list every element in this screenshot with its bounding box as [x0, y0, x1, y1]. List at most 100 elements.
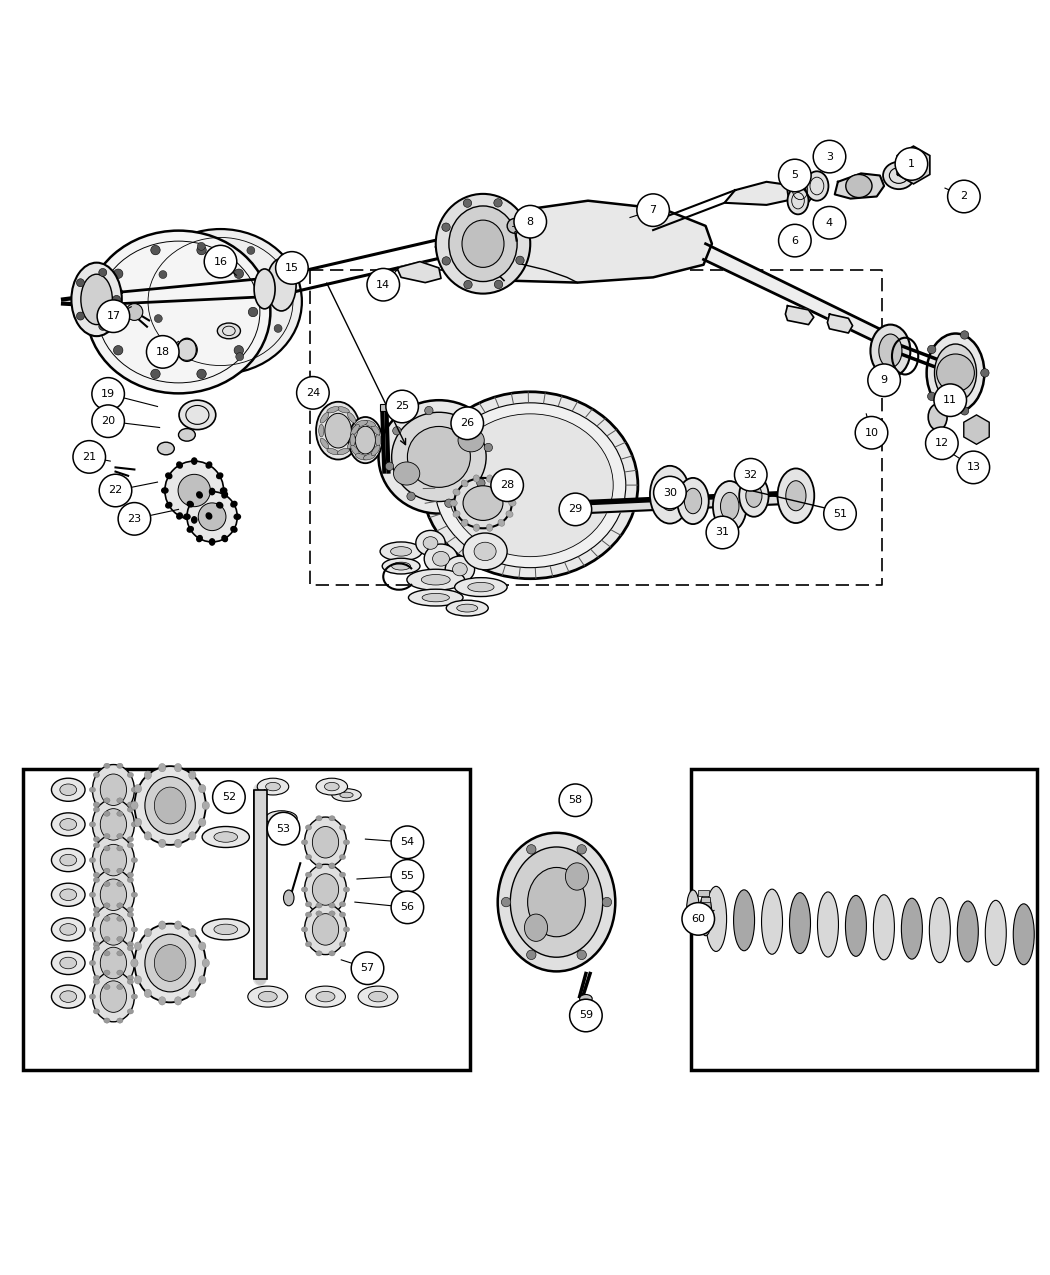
Circle shape — [77, 312, 84, 320]
Ellipse shape — [304, 864, 347, 914]
Ellipse shape — [81, 274, 112, 325]
Circle shape — [368, 269, 399, 301]
Circle shape — [393, 427, 401, 435]
Ellipse shape — [117, 984, 123, 989]
Ellipse shape — [316, 863, 322, 868]
Ellipse shape — [117, 917, 123, 922]
Ellipse shape — [101, 844, 127, 876]
Ellipse shape — [316, 778, 348, 796]
Ellipse shape — [89, 822, 96, 827]
Ellipse shape — [144, 831, 151, 840]
Ellipse shape — [524, 914, 547, 941]
Text: 7: 7 — [650, 205, 656, 215]
Ellipse shape — [93, 979, 100, 984]
Text: 31: 31 — [715, 528, 730, 538]
Circle shape — [706, 516, 738, 548]
Ellipse shape — [462, 221, 504, 268]
Ellipse shape — [222, 536, 228, 542]
Ellipse shape — [104, 917, 110, 922]
Ellipse shape — [329, 951, 335, 956]
Ellipse shape — [60, 784, 77, 796]
Ellipse shape — [372, 425, 380, 435]
Ellipse shape — [316, 816, 322, 821]
Bar — [691, 769, 1037, 1070]
Ellipse shape — [174, 839, 182, 848]
Ellipse shape — [60, 854, 77, 866]
Ellipse shape — [92, 870, 134, 921]
Circle shape — [99, 474, 132, 506]
Circle shape — [491, 469, 523, 501]
Circle shape — [275, 251, 309, 284]
Circle shape — [779, 224, 811, 256]
Ellipse shape — [351, 425, 359, 435]
Text: 4: 4 — [826, 218, 833, 228]
Ellipse shape — [422, 391, 638, 579]
Ellipse shape — [131, 858, 138, 863]
Bar — [701, 896, 710, 903]
Ellipse shape — [127, 946, 133, 951]
Ellipse shape — [468, 583, 495, 592]
Circle shape — [113, 346, 123, 354]
Ellipse shape — [337, 407, 350, 413]
Circle shape — [779, 159, 811, 191]
Ellipse shape — [340, 792, 353, 798]
Ellipse shape — [761, 889, 782, 954]
Ellipse shape — [178, 428, 195, 441]
Ellipse shape — [985, 900, 1006, 965]
Circle shape — [385, 462, 394, 470]
Ellipse shape — [498, 479, 505, 487]
Ellipse shape — [958, 901, 979, 961]
Ellipse shape — [805, 171, 828, 200]
Ellipse shape — [458, 428, 484, 451]
Ellipse shape — [189, 928, 196, 937]
Ellipse shape — [145, 776, 195, 834]
Circle shape — [495, 280, 503, 288]
Text: 54: 54 — [400, 838, 415, 848]
Circle shape — [463, 413, 471, 422]
Circle shape — [981, 368, 989, 377]
Ellipse shape — [301, 840, 308, 845]
Ellipse shape — [89, 994, 96, 1000]
Circle shape — [234, 269, 244, 278]
Ellipse shape — [339, 854, 345, 859]
Ellipse shape — [327, 407, 339, 413]
Ellipse shape — [316, 910, 322, 917]
Ellipse shape — [580, 994, 592, 1003]
Ellipse shape — [117, 881, 123, 886]
Circle shape — [99, 269, 107, 277]
Ellipse shape — [89, 960, 96, 965]
Ellipse shape — [818, 892, 839, 958]
Ellipse shape — [510, 847, 603, 958]
Ellipse shape — [461, 479, 468, 487]
Ellipse shape — [176, 462, 183, 468]
Ellipse shape — [134, 975, 142, 984]
Ellipse shape — [433, 551, 449, 566]
Circle shape — [196, 370, 206, 379]
Ellipse shape — [60, 819, 77, 830]
Text: 20: 20 — [101, 416, 116, 426]
Ellipse shape — [320, 412, 329, 423]
Circle shape — [653, 477, 687, 509]
Ellipse shape — [220, 488, 227, 493]
Ellipse shape — [316, 402, 360, 459]
Ellipse shape — [127, 773, 133, 778]
Ellipse shape — [870, 325, 910, 377]
Circle shape — [813, 140, 846, 173]
Ellipse shape — [117, 798, 123, 803]
Ellipse shape — [131, 927, 138, 932]
Ellipse shape — [101, 947, 127, 979]
Ellipse shape — [339, 825, 345, 830]
Circle shape — [113, 269, 123, 278]
Bar — [254, 789, 267, 979]
Bar — [698, 890, 709, 896]
Circle shape — [516, 256, 524, 264]
Circle shape — [112, 296, 121, 303]
Ellipse shape — [131, 822, 138, 827]
Ellipse shape — [166, 502, 172, 507]
Ellipse shape — [187, 501, 193, 507]
Circle shape — [212, 780, 246, 813]
Ellipse shape — [139, 230, 302, 374]
Ellipse shape — [376, 434, 381, 446]
Ellipse shape — [337, 449, 350, 455]
Ellipse shape — [486, 524, 492, 532]
